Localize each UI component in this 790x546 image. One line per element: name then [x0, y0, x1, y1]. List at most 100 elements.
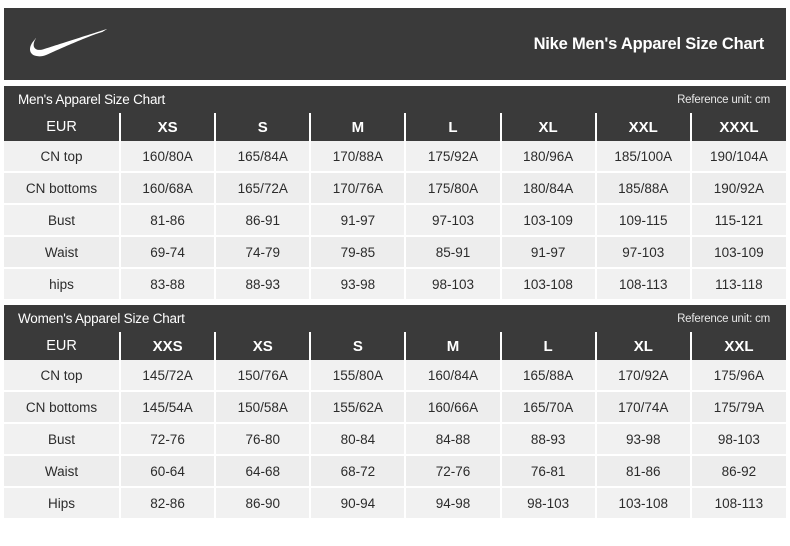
table-row: Bust 81-86 86-91 91-97 97-103 103-109 10…	[4, 204, 786, 237]
mens-cell-cn-top-m: 170/88A	[309, 141, 406, 173]
womens-cell-cn-bottoms-l: 165/70A	[499, 391, 596, 424]
womens-row-label-bust: Bust	[4, 423, 120, 456]
mens-size-chart-block: Men's Apparel Size Chart Reference unit:…	[4, 86, 786, 299]
mens-cell-cn-top-l: 175/92A	[404, 141, 501, 173]
mens-cell-cn-bottoms-l: 175/80A	[404, 172, 501, 205]
womens-col-header-l: L	[499, 332, 596, 360]
page-title: Nike Men's Apparel Size Chart	[533, 34, 765, 53]
mens-cell-bust-xs: 81-86	[118, 204, 216, 237]
mens-cell-cn-bottoms-xxl: 185/88A	[594, 172, 691, 205]
womens-cell-waist-m: 72-76	[404, 455, 501, 488]
table-row: Waist 60-64 64-68 68-72 72-76 76-81 81-8…	[4, 455, 786, 488]
mens-cell-cn-top-s: 165/84A	[214, 141, 311, 173]
brand-header: Nike Men's Apparel Size Chart	[4, 8, 786, 80]
womens-cell-hips-xl: 103-108	[594, 487, 691, 518]
womens-cell-cn-bottoms-xs: 150/58A	[214, 391, 311, 424]
womens-cell-bust-xxl: 98-103	[689, 423, 786, 456]
womens-col-header-xs: XS	[214, 332, 311, 360]
womens-cell-waist-xxs: 60-64	[118, 455, 216, 488]
womens-cell-bust-xs: 76-80	[214, 423, 311, 456]
table-row: CN top 160/80A 165/84A 170/88A 175/92A 1…	[4, 141, 786, 173]
mens-cell-bust-l: 97-103	[404, 204, 501, 237]
womens-col-header-xxs: XXS	[118, 332, 216, 360]
womens-header-row: EUR XXS XS S M L XL XXL	[4, 332, 786, 360]
mens-col-header-xxl: XXL	[594, 113, 691, 141]
table-row: CN bottoms 145/54A 150/58A 155/62A 160/6…	[4, 391, 786, 424]
mens-size-table: EUR XS S M L XL XXL XXXL CN top 160/80A …	[4, 113, 786, 299]
mens-col-header-l: L	[404, 113, 501, 141]
table-row: Hips 82-86 86-90 90-94 94-98 98-103 103-…	[4, 487, 786, 518]
womens-table-head: EUR XXS XS S M L XL XXL	[4, 332, 786, 360]
mens-col-header-m: M	[309, 113, 406, 141]
womens-row-label-cn-bottoms: CN bottoms	[4, 391, 120, 424]
womens-section-bar: Women's Apparel Size Chart Reference uni…	[4, 305, 786, 332]
mens-cell-cn-bottoms-xl: 180/84A	[499, 172, 596, 205]
mens-row-label-hips: hips	[4, 268, 120, 299]
mens-cell-bust-xl: 103-109	[499, 204, 596, 237]
womens-size-chart-block: Women's Apparel Size Chart Reference uni…	[4, 305, 786, 518]
womens-section-title: Women's Apparel Size Chart	[18, 311, 185, 326]
womens-col-header-m: M	[404, 332, 501, 360]
mens-cell-waist-xxl: 97-103	[594, 236, 691, 269]
mens-cell-hips-xl: 103-108	[499, 268, 596, 299]
womens-reference-unit: Reference unit: cm	[677, 312, 770, 325]
womens-cell-cn-top-xs: 150/76A	[214, 360, 311, 392]
mens-cell-hips-xs: 83-88	[118, 268, 216, 299]
mens-section-bar: Men's Apparel Size Chart Reference unit:…	[4, 86, 786, 113]
womens-cell-hips-l: 98-103	[499, 487, 596, 518]
mens-reference-unit: Reference unit: cm	[677, 93, 770, 106]
womens-size-table: EUR XXS XS S M L XL XXL CN top 145/72A 1…	[4, 332, 786, 518]
womens-cell-hips-s: 90-94	[309, 487, 406, 518]
womens-cell-bust-l: 88-93	[499, 423, 596, 456]
womens-col-header-s: S	[309, 332, 406, 360]
mens-cell-bust-s: 86-91	[214, 204, 311, 237]
womens-cell-cn-bottoms-xxs: 145/54A	[118, 391, 216, 424]
womens-cell-bust-xxs: 72-76	[118, 423, 216, 456]
mens-cell-hips-l: 98-103	[404, 268, 501, 299]
womens-cell-hips-xxs: 82-86	[118, 487, 216, 518]
womens-cell-cn-bottoms-s: 155/62A	[309, 391, 406, 424]
womens-cell-cn-bottoms-xl: 170/74A	[594, 391, 691, 424]
mens-cell-waist-l: 85-91	[404, 236, 501, 269]
mens-cell-hips-s: 88-93	[214, 268, 311, 299]
womens-cell-waist-xl: 81-86	[594, 455, 691, 488]
mens-col-header-eur: EUR	[4, 113, 120, 141]
womens-col-header-xl: XL	[594, 332, 691, 360]
mens-cell-waist-s: 74-79	[214, 236, 311, 269]
mens-cell-hips-xxxl: 113-118	[689, 268, 786, 299]
mens-table-body: CN top 160/80A 165/84A 170/88A 175/92A 1…	[4, 141, 786, 299]
womens-cell-cn-top-xxl: 175/96A	[689, 360, 786, 392]
mens-row-label-waist: Waist	[4, 236, 120, 269]
mens-cell-waist-xs: 69-74	[118, 236, 216, 269]
womens-row-label-hips: Hips	[4, 487, 120, 518]
mens-table-head: EUR XS S M L XL XXL XXXL	[4, 113, 786, 141]
womens-cell-hips-xs: 86-90	[214, 487, 311, 518]
womens-cell-cn-bottoms-m: 160/66A	[404, 391, 501, 424]
mens-cell-waist-xl: 91-97	[499, 236, 596, 269]
womens-cell-hips-m: 94-98	[404, 487, 501, 518]
mens-row-label-bust: Bust	[4, 204, 120, 237]
mens-cell-bust-xxl: 109-115	[594, 204, 691, 237]
mens-col-header-xs: XS	[118, 113, 216, 141]
womens-cell-waist-xs: 64-68	[214, 455, 311, 488]
womens-row-label-waist: Waist	[4, 455, 120, 488]
mens-cell-cn-bottoms-m: 170/76A	[309, 172, 406, 205]
mens-cell-cn-bottoms-s: 165/72A	[214, 172, 311, 205]
mens-cell-waist-xxxl: 103-109	[689, 236, 786, 269]
womens-cell-cn-top-xl: 170/92A	[594, 360, 691, 392]
womens-cell-hips-xxl: 108-113	[689, 487, 786, 518]
table-row: hips 83-88 88-93 93-98 98-103 103-108 10…	[4, 268, 786, 299]
mens-col-header-xl: XL	[499, 113, 596, 141]
womens-cell-cn-bottoms-xxl: 175/79A	[689, 391, 786, 424]
womens-row-label-cn-top: CN top	[4, 360, 120, 392]
mens-cell-waist-m: 79-85	[309, 236, 406, 269]
mens-cell-cn-top-xxl: 185/100A	[594, 141, 691, 173]
womens-cell-bust-s: 80-84	[309, 423, 406, 456]
mens-row-label-cn-top: CN top	[4, 141, 120, 173]
womens-table-body: CN top 145/72A 150/76A 155/80A 160/84A 1…	[4, 360, 786, 518]
mens-section-title: Men's Apparel Size Chart	[18, 92, 166, 107]
table-row: Bust 72-76 76-80 80-84 84-88 88-93 93-98…	[4, 423, 786, 456]
womens-cell-cn-top-s: 155/80A	[309, 360, 406, 392]
table-row: CN top 145/72A 150/76A 155/80A 160/84A 1…	[4, 360, 786, 392]
